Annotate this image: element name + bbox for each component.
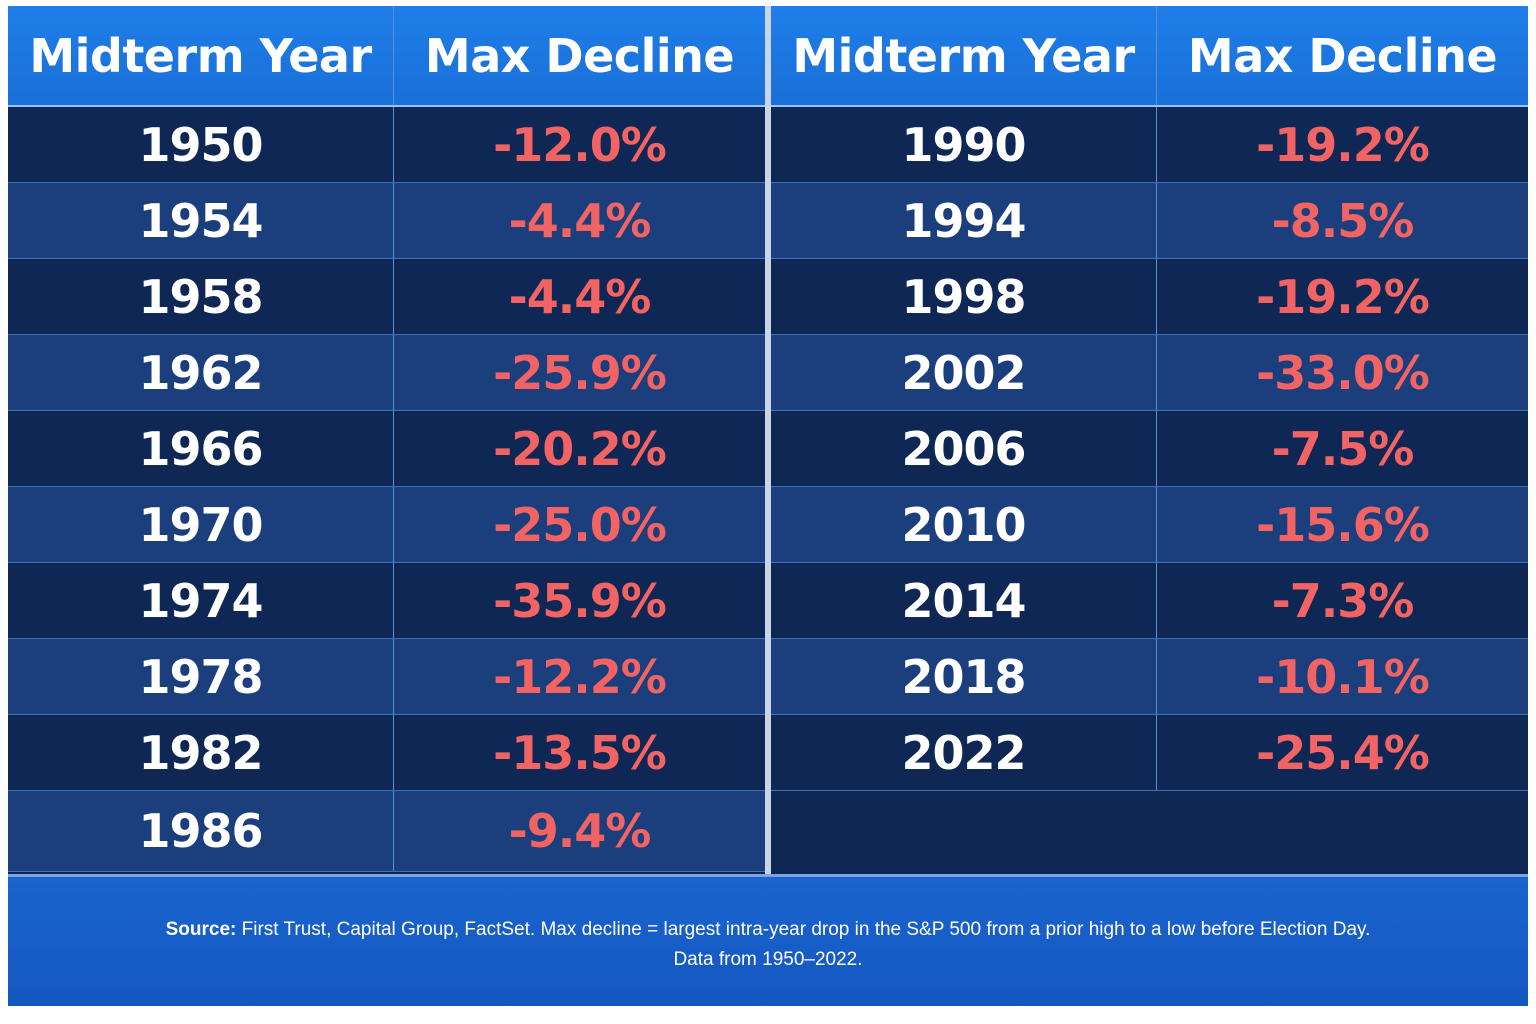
max-decline-cell: -25.4% <box>1256 725 1430 780</box>
right-header-year: Midterm Year <box>771 6 1157 105</box>
left-header-row: Midterm Year Max Decline <box>8 6 765 107</box>
source-note-line2: Data from 1950–2022. <box>673 949 863 970</box>
max-decline-cell: -7.3% <box>1271 573 1415 628</box>
table-row: 1986 -9.4% <box>8 791 765 872</box>
year-cell: 2006 <box>771 411 1157 486</box>
right-table-body: 1990 -19.2% 1994 -8.5% 1998 -19.2% 2002 -33.0% 2… <box>771 107 1528 872</box>
table-row: 1998 -19.2% <box>771 259 1528 335</box>
max-decline-cell: -19.2% <box>1256 117 1430 172</box>
table-row: 1990 -19.2% <box>771 107 1528 183</box>
year-cell: 1990 <box>771 107 1157 182</box>
table-row: 2010 -15.6% <box>771 487 1528 563</box>
table-row: 1970 -25.0% <box>8 487 765 563</box>
table-row: 2018 -10.1% <box>771 639 1528 715</box>
year-cell: 1962 <box>8 335 394 410</box>
table-row: 1954 -4.4% <box>8 183 765 259</box>
year-cell: 1970 <box>8 487 394 562</box>
right-table-panel: Midterm Year Max Decline 1990 -19.2% 1994 -… <box>771 6 1528 872</box>
table-row: 1974 -35.9% <box>8 563 765 639</box>
max-decline-cell: -9.4% <box>508 804 652 858</box>
max-decline-cell: -15.6% <box>1256 497 1430 552</box>
max-decline-cell: -7.5% <box>1271 421 1415 476</box>
year-cell: 2010 <box>771 487 1157 562</box>
year-cell: 1954 <box>8 183 394 258</box>
left-table-panel: Midterm Year Max Decline 1950 -12.0% 1954 -… <box>8 6 765 872</box>
year-cell: 1974 <box>8 563 394 638</box>
year-cell: 1966 <box>8 411 394 486</box>
right-header-row: Midterm Year Max Decline <box>771 6 1528 107</box>
year-cell: 2022 <box>771 715 1157 790</box>
year-cell: 1978 <box>8 639 394 714</box>
source-label: Source: <box>165 919 237 940</box>
max-decline-cell: -12.0% <box>493 117 667 172</box>
max-decline-cell: -25.9% <box>493 345 667 400</box>
max-decline-cell: -8.5% <box>1271 193 1415 248</box>
max-decline-cell: -12.2% <box>493 649 667 704</box>
empty-row <box>771 791 1528 872</box>
panel-divider <box>765 6 771 874</box>
year-cell: 1950 <box>8 107 394 182</box>
left-table-body: 1950 -12.0% 1954 -4.4% 1958 -4.4% 1962 -25.9% 19… <box>8 107 765 872</box>
source-note-line1: Source: First Trust, Capital Group, Fact… <box>8 915 1528 945</box>
max-decline-cell: -13.5% <box>493 725 667 780</box>
midterm-decline-table: Midterm Year Max Decline 1950 -12.0% 1954 -… <box>8 6 1528 1006</box>
max-decline-cell: -4.4% <box>508 193 652 248</box>
source-footer: Source: First Trust, Capital Group, Fact… <box>8 874 1528 1006</box>
table-row: 2006 -7.5% <box>771 411 1528 487</box>
table-row: 1982 -13.5% <box>8 715 765 791</box>
year-cell: 2002 <box>771 335 1157 410</box>
table-row: 1962 -25.9% <box>8 335 765 411</box>
max-decline-cell: -19.2% <box>1256 269 1430 324</box>
year-cell: 2014 <box>771 563 1157 638</box>
table-row: 2002 -33.0% <box>771 335 1528 411</box>
table-row: 1966 -20.2% <box>8 411 765 487</box>
max-decline-cell: -33.0% <box>1256 345 1430 400</box>
right-header-decline: Max Decline <box>1187 28 1498 83</box>
left-header-decline: Max Decline <box>424 28 735 83</box>
table-row: 2014 -7.3% <box>771 563 1528 639</box>
max-decline-cell: -35.9% <box>493 573 667 628</box>
year-cell: 1994 <box>771 183 1157 258</box>
left-header-year: Midterm Year <box>8 6 394 105</box>
max-decline-cell: -25.0% <box>493 497 667 552</box>
max-decline-cell: -20.2% <box>493 421 667 476</box>
year-cell: 1982 <box>8 715 394 790</box>
year-cell: 2018 <box>771 639 1157 714</box>
table-row: 1994 -8.5% <box>771 183 1528 259</box>
table-row: 1978 -12.2% <box>8 639 765 715</box>
year-cell: 1958 <box>8 259 394 334</box>
max-decline-cell: -10.1% <box>1256 649 1430 704</box>
table-row: 1950 -12.0% <box>8 107 765 183</box>
year-cell: 1986 <box>8 791 394 871</box>
table-row: 2022 -25.4% <box>771 715 1528 791</box>
table-row: 1958 -4.4% <box>8 259 765 335</box>
source-text: First Trust, Capital Group, FactSet. Max… <box>236 919 1371 940</box>
year-cell: 1998 <box>771 259 1157 334</box>
max-decline-cell: -4.4% <box>508 269 652 324</box>
